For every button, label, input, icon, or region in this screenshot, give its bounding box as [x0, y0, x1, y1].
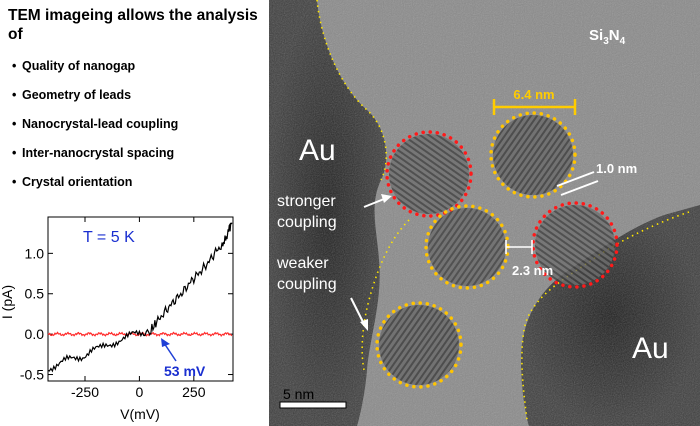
caption-title: TEM imageing allows the analysis of — [8, 7, 258, 43]
iv-plot: -250 0 250 -0.5 0.0 0.5 1.0 T = 5 K 53 mV I (p… — [0, 216, 234, 422]
x-tick-label: 250 — [182, 384, 206, 400]
weaker-coupling-label: weaker — [276, 255, 329, 272]
x-axis-label: V(mV) — [120, 406, 160, 422]
y-tick-label: 0.0 — [25, 326, 45, 342]
y-axis-label: I (pA) — [0, 285, 15, 319]
list-item: • Quality of nanogap — [12, 59, 136, 73]
list-item: • Crystal orientation — [12, 175, 133, 189]
weaker-coupling-arrowhead — [360, 319, 368, 331]
spacing-label: 2.3 nm — [512, 263, 553, 278]
stronger-coupling-arrowhead — [381, 194, 392, 203]
temperature-label: T = 5 K — [83, 229, 135, 246]
scale-bar — [279, 401, 347, 409]
y-tick-label: 0.5 — [25, 286, 45, 302]
au-label-right: Au — [632, 332, 669, 365]
nanocrystal — [379, 305, 459, 385]
threshold-arrow — [163, 342, 177, 362]
lead-edge-left-lower — [361, 219, 410, 371]
list-item: • Nanocrystal-lead coupling — [12, 117, 179, 131]
tem-image: 6.4 nm 1.0 nm 2.3 nm Si3N4 Au Au stronge… — [269, 0, 700, 426]
plot-frame — [47, 216, 234, 382]
nanocrystal — [428, 208, 506, 286]
nanocrystal — [389, 134, 469, 214]
weaker-coupling-arrow — [350, 297, 365, 325]
analysis-list: • Quality of nanogap • Geometry of leads •… — [12, 58, 178, 203]
y-tick-label: -0.5 — [20, 367, 44, 383]
strong-crystal-outline — [531, 201, 619, 289]
spacing-marker — [505, 240, 533, 254]
scale-bar-label: 5 nm — [283, 386, 314, 402]
nanocrystal — [535, 205, 615, 285]
material-label: Si3N4 — [589, 27, 626, 47]
au-label-left: Au — [299, 134, 336, 167]
list-item: • Inter-nanocrystal spacing — [12, 146, 175, 160]
nanocrystal-group — [379, 115, 615, 385]
threshold-arrowhead — [161, 338, 170, 347]
x-tick-label: 0 — [136, 384, 144, 400]
size-marker — [492, 99, 577, 115]
weak-crystal-outline — [489, 111, 577, 199]
gap-marker — [556, 171, 599, 196]
stronger-coupling-arrow — [363, 198, 385, 208]
series-line — [47, 222, 233, 373]
weaker-coupling-label-2: coupling — [277, 276, 337, 293]
list-item: • Geometry of leads — [12, 88, 132, 102]
stronger-coupling-label: stronger — [277, 193, 336, 210]
strong-crystal-outline — [385, 130, 473, 218]
series-group — [47, 222, 233, 373]
x-tick-label: -250 — [71, 384, 99, 400]
tick-group: -250 0 250 -0.5 0.0 0.5 1.0 — [20, 217, 233, 400]
threshold-label: 53 mV — [164, 363, 206, 379]
gap-label: 1.0 nm — [596, 161, 637, 176]
y-tick-label: 1.0 — [25, 245, 45, 261]
weak-crystal-outline — [375, 301, 463, 389]
stronger-coupling-label-2: coupling — [277, 214, 337, 231]
size-label: 6.4 nm — [513, 87, 554, 102]
nanocrystal — [493, 115, 573, 195]
